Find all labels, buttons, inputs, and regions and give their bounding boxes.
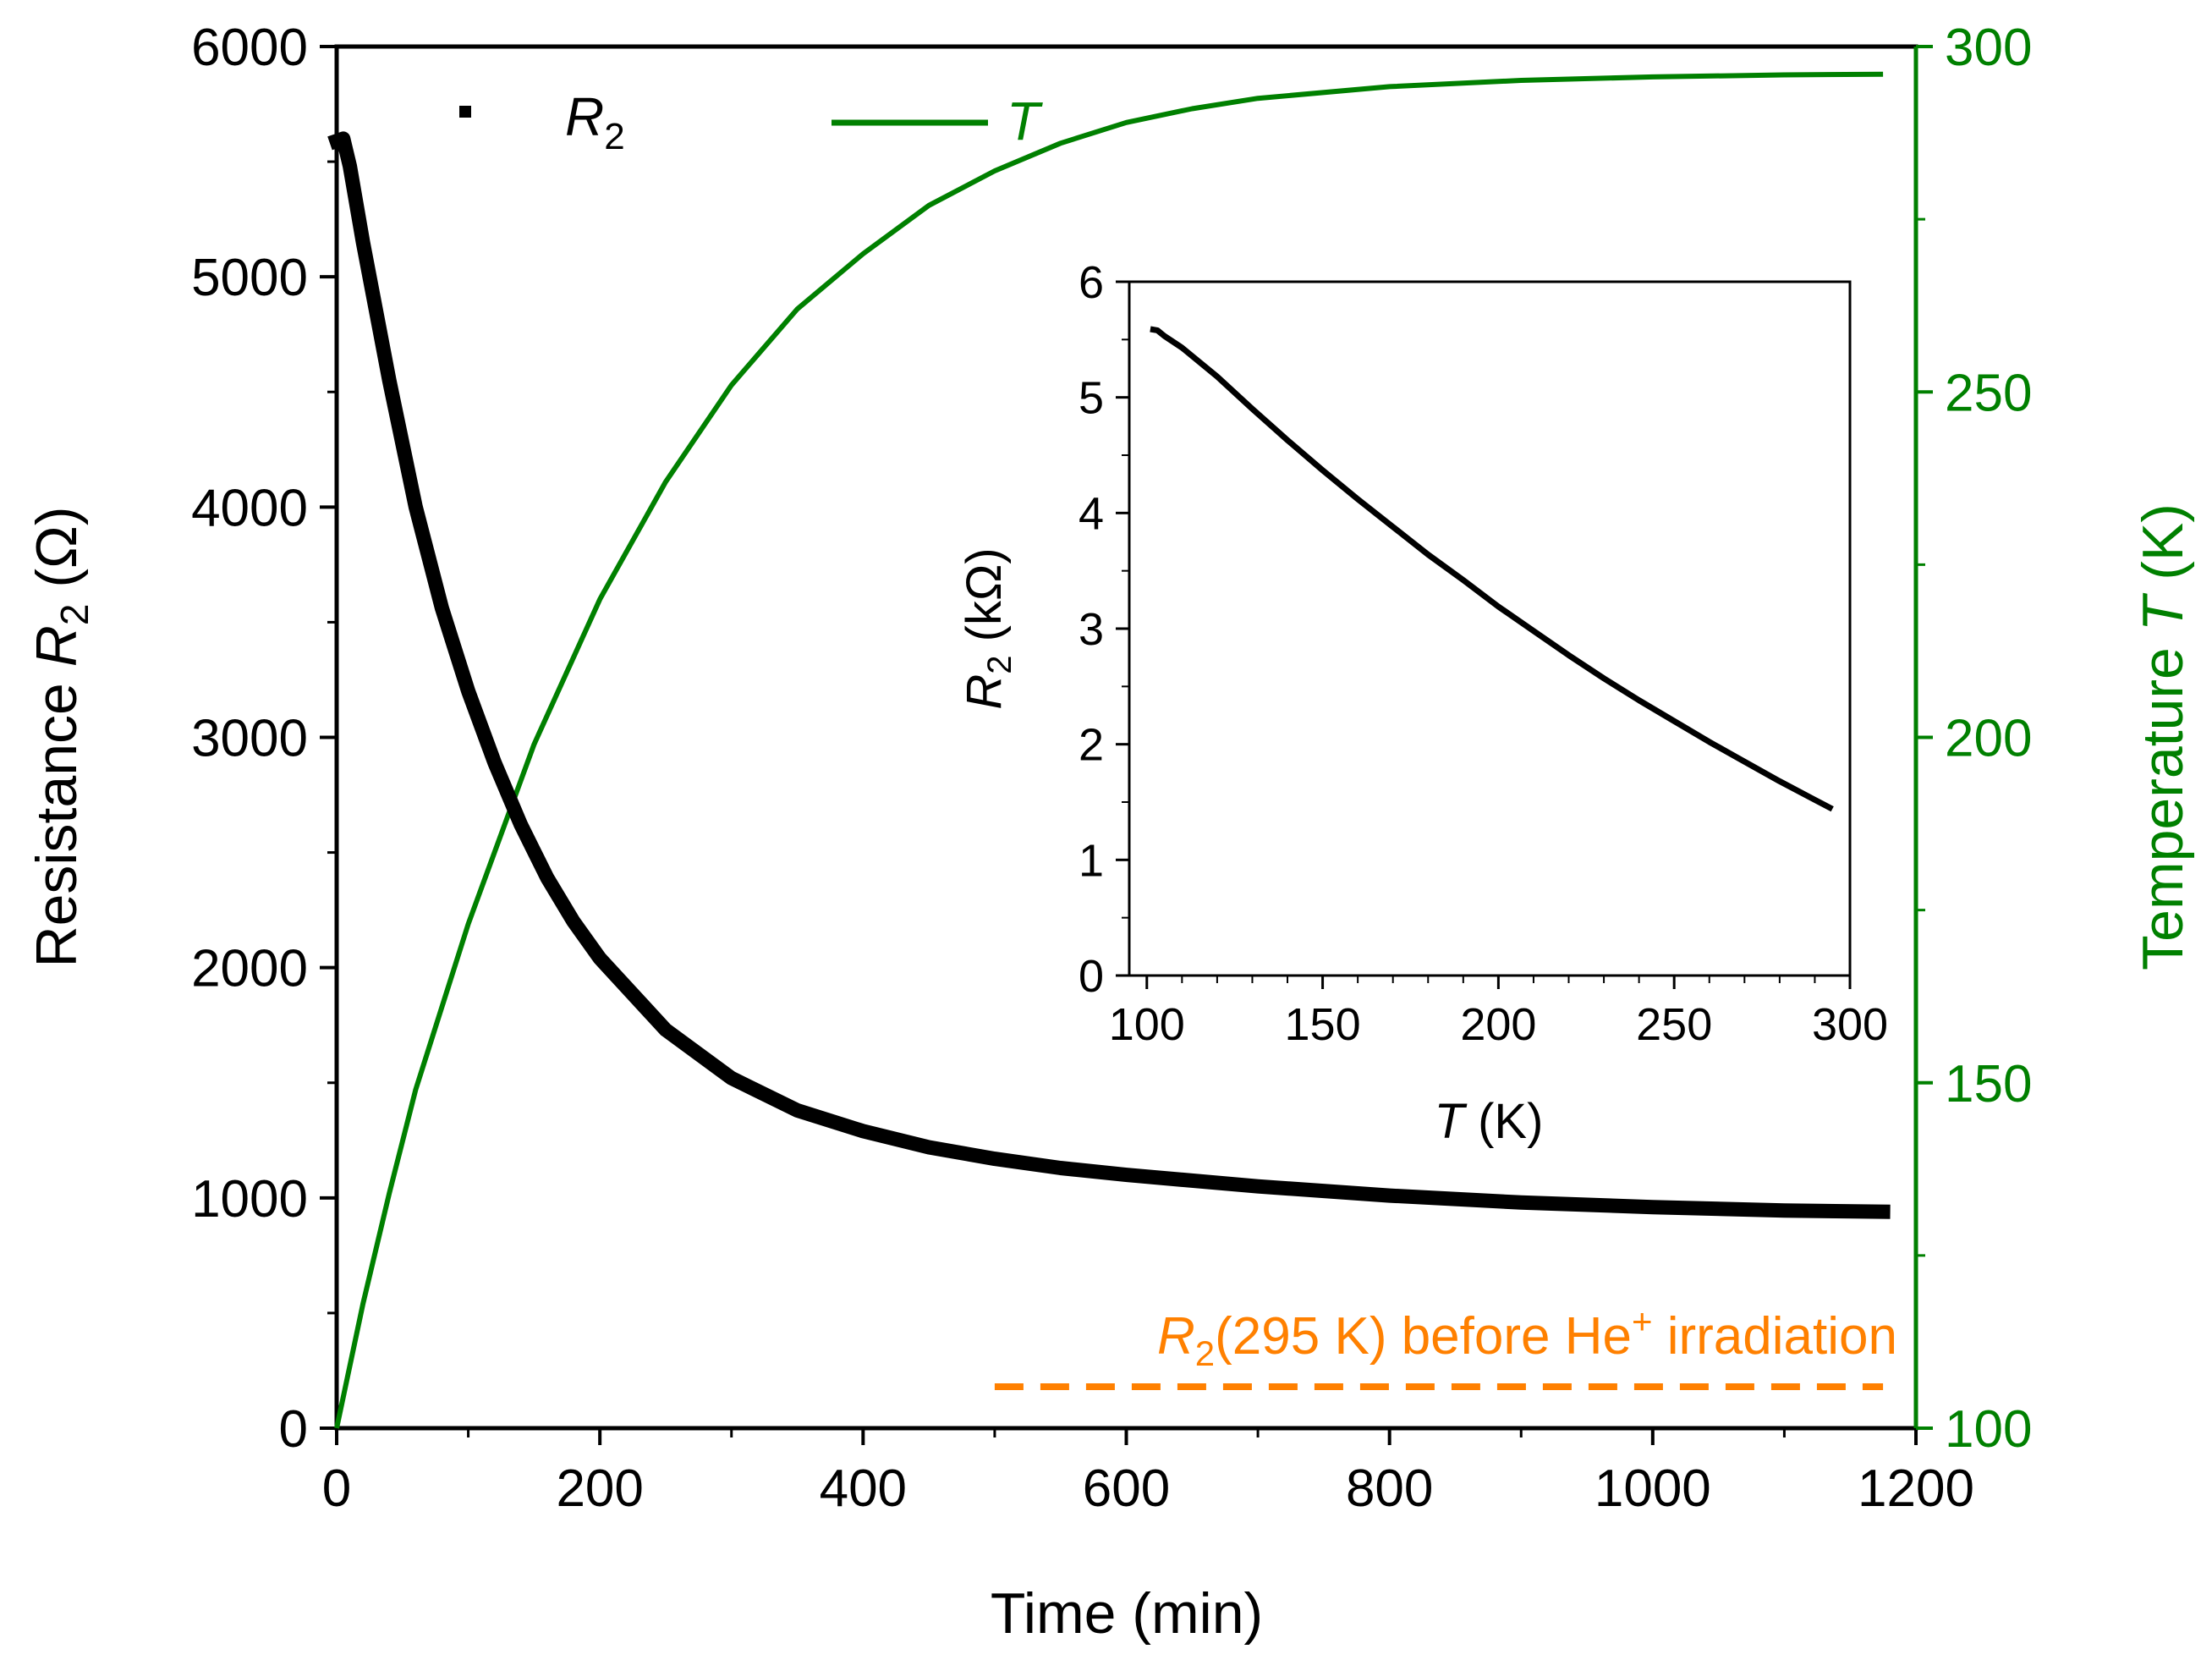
x-tick-label: 800 <box>1346 1459 1433 1518</box>
inset-x-tick-label: 100 <box>1109 999 1185 1050</box>
y-left-tick-label: 2000 <box>191 940 308 998</box>
inset-ticks: 100 150 200 250 300 0 1 2 3 4 5 6 <box>1079 257 1888 1050</box>
inset-y-tick-label: 4 <box>1079 488 1104 539</box>
reference-label-sub: 2 <box>1195 1333 1215 1373</box>
y-axis-right-title-var: T <box>2131 592 2195 631</box>
reference-label-mid: (295 K) before He <box>1215 1307 1632 1366</box>
y-right-tick-label: 100 <box>1945 1400 2032 1459</box>
y-left-tick-label: 1000 <box>191 1170 308 1229</box>
inset-y-tick-label: 3 <box>1079 604 1104 655</box>
x-tick-label: 600 <box>1083 1459 1170 1518</box>
x-tick-label: 0 <box>322 1459 351 1518</box>
inset-x-tick-label: 200 <box>1460 999 1536 1050</box>
y-axis-left-title-suffix: (Ω) <box>25 507 89 604</box>
y-left-tick-label: 6000 <box>191 19 308 77</box>
inset-x-tick-label: 250 <box>1636 999 1712 1050</box>
y-left-tick-label: 5000 <box>191 249 308 307</box>
x-tick-label: 400 <box>820 1459 907 1518</box>
inset-y-axis-title: R2 (kΩ) <box>957 547 1018 709</box>
y-axis-left-title-prefix: Resistance <box>25 667 89 967</box>
inset-y-tick-label: 6 <box>1079 257 1104 308</box>
x-axis-title: Time (min) <box>991 1581 1263 1646</box>
inset-series-line <box>1150 326 1834 812</box>
inset-y-tick-label: 5 <box>1079 373 1104 424</box>
y-right-tick-label: 300 <box>1945 19 2032 77</box>
y-axis-right-title-prefix: Temperature <box>2131 631 2195 970</box>
inset-y-title-var: R <box>957 674 1012 710</box>
y-axis-left-title-sub: 2 <box>52 604 96 626</box>
legend-label-r2-sub: 2 <box>604 116 624 157</box>
inset-y-tick-label: 2 <box>1079 720 1104 771</box>
y-left-tick-label: 0 <box>279 1400 308 1459</box>
inset-x-title-suffix: (K) <box>1464 1094 1543 1149</box>
inset-series <box>1150 326 1834 812</box>
series-r2-line <box>327 131 1891 1219</box>
reference-line-label: R2(295 K) before He+ irradiation <box>1157 1301 1897 1373</box>
y-left-tick-label: 4000 <box>191 479 308 537</box>
reference-label-sup: + <box>1632 1301 1653 1341</box>
y-right-tick-label: 150 <box>1945 1055 2032 1113</box>
inset-y-title-sub: 2 <box>981 655 1018 673</box>
main-series <box>327 71 1891 1429</box>
y-right-tick-label: 250 <box>1945 364 2032 422</box>
y-axis-right-title-suffix: (K) <box>2131 503 2195 596</box>
legend-label-r2: R2 <box>565 86 625 157</box>
y-right-tick-label: 200 <box>1945 710 2032 768</box>
y-axis-left-title-var: R <box>25 625 89 667</box>
y-left-tick-label: 3000 <box>191 710 308 768</box>
legend: R2 T <box>459 86 1043 157</box>
series-t-line <box>334 71 1884 1429</box>
inset-y-title-suffix: (kΩ) <box>957 547 1012 655</box>
reference-label-end: irradiation <box>1653 1307 1897 1366</box>
x-tick-label: 200 <box>556 1459 643 1518</box>
y-axis-left-title: Resistance R2 (Ω) <box>25 507 96 968</box>
inset-x-title-var: T <box>1435 1094 1468 1149</box>
inset-x-tick-label: 300 <box>1812 999 1888 1050</box>
inset-y-tick-label: 0 <box>1079 951 1104 1002</box>
inset-plot-area <box>1128 280 1852 977</box>
inset-x-axis-title: T (K) <box>1435 1094 1544 1149</box>
inset-x-tick-label: 150 <box>1285 999 1361 1050</box>
x-tick-label: 1000 <box>1595 1459 1711 1518</box>
legend-label-r2-var: R <box>565 86 604 147</box>
inset-y-tick-label: 1 <box>1079 835 1104 886</box>
legend-label-t: T <box>1007 91 1043 151</box>
main-ticks: 0 200 400 600 800 1000 12000100020003000400050… <box>191 19 2032 1518</box>
y-axis-right-title: Temperature T (K) <box>2131 503 2195 970</box>
reference-label-var: R <box>1157 1307 1195 1366</box>
x-tick-label: 1200 <box>1858 1459 1974 1518</box>
legend-marker-r2 <box>459 106 471 118</box>
